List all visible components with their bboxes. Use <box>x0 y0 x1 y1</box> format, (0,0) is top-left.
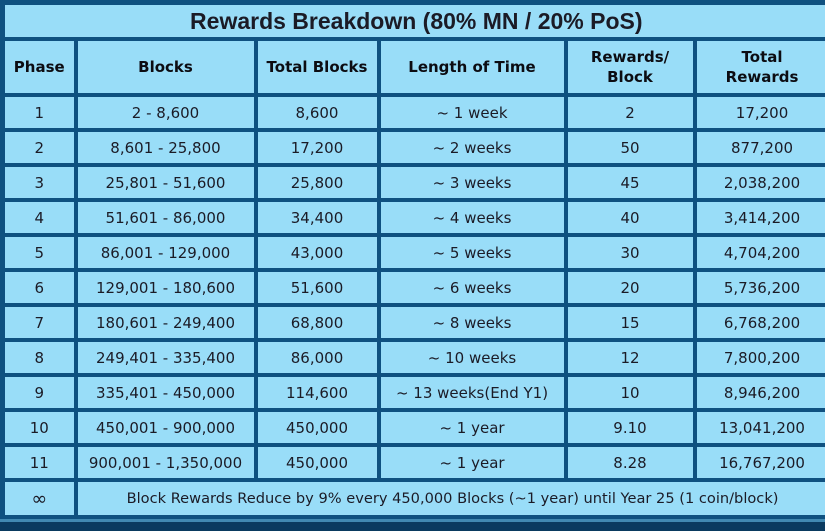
column-header-blocks: Blocks <box>73 37 258 97</box>
cell-length-of-time: ~ 1 week <box>376 93 568 132</box>
table-row: 9 335,401 - 450,000 114,600 ~ 13 weeks(End … <box>0 373 825 412</box>
table-row: 6 129,001 - 180,600 51,600 ~ 6 weeks 20 5,736… <box>0 268 825 307</box>
cell-blocks: 129,001 - 180,600 <box>73 268 258 307</box>
table-row: 8 249,401 - 335,400 86,000 ~ 10 weeks 12 7,80… <box>0 338 825 377</box>
cell-length-of-time: ~ 2 weeks <box>376 128 568 167</box>
cell-total-rewards: 13,041,200 <box>692 408 825 447</box>
cell-length-of-time: ~ 4 weeks <box>376 198 568 237</box>
cell-rewards-per-block: 9.10 <box>563 408 697 447</box>
cell-length-of-time: ~ 10 weeks <box>376 338 568 377</box>
cell-total-rewards: 16,767,200 <box>692 443 825 482</box>
cell-rewards-per-block: 10 <box>563 373 697 412</box>
cell-total-blocks: 25,800 <box>253 163 381 202</box>
cell-phase: 9 <box>0 373 78 412</box>
cell-rewards-per-block: 50 <box>563 128 697 167</box>
cell-phase: 3 <box>0 163 78 202</box>
cell-blocks: 450,001 - 900,000 <box>73 408 258 447</box>
cell-phase: 8 <box>0 338 78 377</box>
cell-rewards-per-block: 12 <box>563 338 697 377</box>
column-header-rewards-per-block: Rewards/ Block <box>563 37 697 97</box>
column-header-total-blocks: Total Blocks <box>253 37 381 97</box>
cell-phase: 7 <box>0 303 78 342</box>
cell-phase: 11 <box>0 443 78 482</box>
bottom-strip-light-line <box>0 519 825 522</box>
cell-phase: 6 <box>0 268 78 307</box>
cell-rewards-per-block: 30 <box>563 233 697 272</box>
cell-total-blocks: 34,400 <box>253 198 381 237</box>
cell-blocks: 8,601 - 25,800 <box>73 128 258 167</box>
cell-length-of-time: ~ 13 weeks(End Y1) <box>376 373 568 412</box>
cell-blocks: 86,001 - 129,000 <box>73 233 258 272</box>
cell-phase: 10 <box>0 408 78 447</box>
cell-total-rewards: 6,768,200 <box>692 303 825 342</box>
table-row: 11 900,001 - 1,350,000 450,000 ~ 1 year 8.28… <box>0 443 825 482</box>
cell-length-of-time: ~ 5 weeks <box>376 233 568 272</box>
cell-length-of-time: ~ 8 weeks <box>376 303 568 342</box>
cell-length-of-time: ~ 6 weeks <box>376 268 568 307</box>
cell-total-blocks: 114,600 <box>253 373 381 412</box>
cell-rewards-per-block: 2 <box>563 93 697 132</box>
cell-blocks: 335,401 - 450,000 <box>73 373 258 412</box>
cell-total-rewards: 7,800,200 <box>692 338 825 377</box>
cell-phase: 4 <box>0 198 78 237</box>
cell-total-blocks: 68,800 <box>253 303 381 342</box>
bottom-strip-dark-line <box>0 522 825 531</box>
cell-rewards-per-block: 8.28 <box>563 443 697 482</box>
table-row: 2 8,601 - 25,800 17,200 ~ 2 weeks 50 877,200 <box>0 128 825 167</box>
cell-blocks: 249,401 - 335,400 <box>73 338 258 377</box>
cell-total-blocks: 86,000 <box>253 338 381 377</box>
cell-total-blocks: 450,000 <box>253 443 381 482</box>
cell-blocks: 180,601 - 249,400 <box>73 303 258 342</box>
title-row: Rewards Breakdown (80% MN / 20% PoS) <box>0 0 825 41</box>
cell-total-rewards: 2,038,200 <box>692 163 825 202</box>
cell-length-of-time: ~ 1 year <box>376 443 568 482</box>
cell-rewards-per-block: 15 <box>563 303 697 342</box>
table-row: 7 180,601 - 249,400 68,800 ~ 8 weeks 15 6,768… <box>0 303 825 342</box>
bottom-edge-strip <box>0 519 825 531</box>
footer-note: Block Rewards Reduce by 9% every 450,000… <box>73 478 825 519</box>
table-row: 10 450,001 - 900,000 450,000 ~ 1 year 9.10 13… <box>0 408 825 447</box>
column-header-length-of-time: Length of Time <box>376 37 568 97</box>
cell-blocks: 51,601 - 86,000 <box>73 198 258 237</box>
cell-total-blocks: 8,600 <box>253 93 381 132</box>
table-row: 4 51,601 - 86,000 34,400 ~ 4 weeks 40 3,414,2… <box>0 198 825 237</box>
cell-phase: 5 <box>0 233 78 272</box>
rewards-table: Rewards Breakdown (80% MN / 20% PoS) Pha… <box>0 0 825 519</box>
column-header-phase: Phase <box>0 37 78 97</box>
cell-total-rewards: 8,946,200 <box>692 373 825 412</box>
footer-row: ∞ Block Rewards Reduce by 9% every 450,0… <box>0 478 825 519</box>
table-title: Rewards Breakdown (80% MN / 20% PoS) <box>0 0 825 41</box>
cell-rewards-per-block: 45 <box>563 163 697 202</box>
cell-total-rewards: 4,704,200 <box>692 233 825 272</box>
cell-length-of-time: ~ 3 weeks <box>376 163 568 202</box>
cell-total-blocks: 51,600 <box>253 268 381 307</box>
header-row: Phase Blocks Total Blocks Length of Time… <box>0 37 825 97</box>
table-row: 3 25,801 - 51,600 25,800 ~ 3 weeks 45 2,038,2… <box>0 163 825 202</box>
cell-total-blocks: 450,000 <box>253 408 381 447</box>
cell-blocks: 25,801 - 51,600 <box>73 163 258 202</box>
cell-blocks: 900,001 - 1,350,000 <box>73 443 258 482</box>
cell-rewards-per-block: 40 <box>563 198 697 237</box>
cell-blocks: 2 - 8,600 <box>73 93 258 132</box>
cell-total-rewards: 17,200 <box>692 93 825 132</box>
cell-phase: 1 <box>0 93 78 132</box>
cell-rewards-per-block: 20 <box>563 268 697 307</box>
cell-length-of-time: ~ 1 year <box>376 408 568 447</box>
footer-infinity-symbol: ∞ <box>0 478 78 519</box>
cell-total-rewards: 877,200 <box>692 128 825 167</box>
cell-phase: 2 <box>0 128 78 167</box>
table-row: 5 86,001 - 129,000 43,000 ~ 5 weeks 30 4,704,… <box>0 233 825 272</box>
cell-total-rewards: 3,414,200 <box>692 198 825 237</box>
column-header-total-rewards: Total Rewards <box>692 37 825 97</box>
cell-total-rewards: 5,736,200 <box>692 268 825 307</box>
cell-total-blocks: 17,200 <box>253 128 381 167</box>
cell-total-blocks: 43,000 <box>253 233 381 272</box>
